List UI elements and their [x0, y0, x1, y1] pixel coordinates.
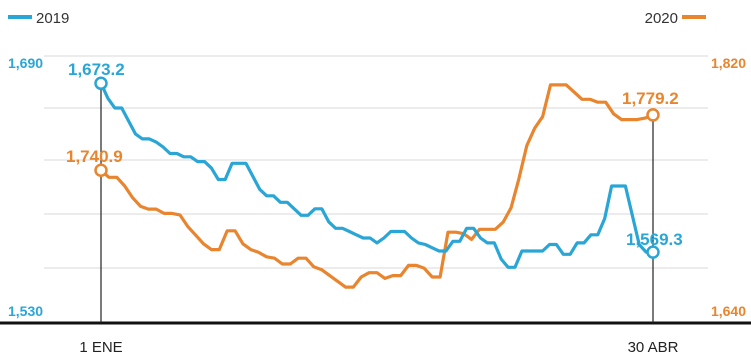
y-right-max-label: 1,820 — [711, 55, 746, 71]
series-2020-start-point — [94, 163, 108, 178]
legend-2020-label: 2020 — [645, 10, 678, 27]
x-end-label: 30 ABR — [628, 339, 679, 356]
grid-lines — [44, 55, 708, 269]
series-2020-end-label: 1,779.2 — [622, 89, 679, 108]
series-2020-start-label: 1,740.9 — [66, 147, 123, 166]
series-2019-start-point — [94, 76, 108, 91]
series-2019-end-point — [646, 245, 660, 259]
series-2019-line — [99, 82, 653, 269]
y-right-min-label: 1,640 — [711, 303, 746, 319]
y-left-max-label: 1,690 — [8, 55, 43, 71]
series-2020-end-point — [646, 108, 660, 122]
y-left-min-label: 1,530 — [8, 303, 43, 319]
series-2019-start-label: 1,673.2 — [68, 60, 125, 79]
series-2020-line — [99, 83, 654, 289]
legend-2019-label: 2019 — [36, 10, 69, 27]
series-2019-end-label: 1,569.3 — [626, 230, 683, 249]
x-start-label: 1 ENE — [79, 339, 122, 356]
